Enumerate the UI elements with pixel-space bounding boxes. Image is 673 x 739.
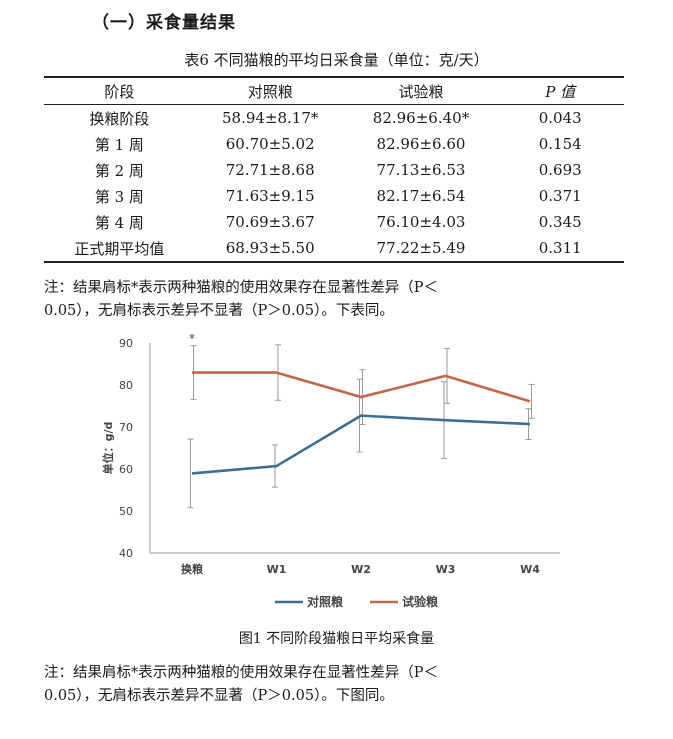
cell-p-value: 0.345 bbox=[538, 213, 582, 231]
y-tick-label: 80 bbox=[119, 379, 133, 392]
significance-marker: * bbox=[189, 332, 195, 346]
x-tick-label: W4 bbox=[520, 563, 540, 576]
cell-p-value: 0.693 bbox=[538, 161, 582, 179]
x-tick-labels: 换粮 W1 W2 W3 W4 bbox=[181, 562, 540, 576]
series-line bbox=[191, 414, 531, 475]
error-bars bbox=[187, 344, 535, 509]
cell-trial: 82.96±6.60 bbox=[376, 135, 466, 153]
figure-note-line-2: 0.05），无肩标表示差异不显著（P＞0.05）。下图同。 bbox=[44, 688, 394, 704]
y-tick-label: 70 bbox=[119, 421, 133, 434]
cell-stage: 正式期平均值 bbox=[44, 235, 195, 263]
y-tick-labels: 40 50 60 70 80 90 bbox=[119, 337, 133, 560]
table-row: 第 4 周 70.69±3.67 76.10±4.03 0.345 bbox=[44, 209, 624, 235]
annotations: * bbox=[189, 332, 195, 346]
cell-stage: 第 2 周 bbox=[94, 161, 144, 180]
table-note-line-1: 注：结果肩标*表示两种猫粮的使用效果存在显著性差异（P＜ bbox=[44, 280, 439, 296]
cell-trial: 77.13±6.53 bbox=[376, 161, 466, 179]
intake-line-chart: 40 50 60 70 80 90 换粮 W1 W2 W3 W4 * 对照粮 试验粮 单位：g/d bbox=[101, 332, 560, 609]
y-tick-label: 40 bbox=[119, 547, 133, 560]
cell-p-value: 0.043 bbox=[538, 109, 582, 127]
cell-stage: 第 3 周 bbox=[94, 187, 144, 206]
table-row: 第 2 周 72.71±8.68 77.13±6.53 0.693 bbox=[44, 157, 624, 183]
cell-trial: 77.22±5.49 bbox=[345, 235, 497, 263]
table-row: 正式期平均值 68.93±5.50 77.22±5.49 0.311 bbox=[44, 235, 624, 263]
chart-axes bbox=[149, 343, 560, 554]
cell-trial: 76.10±4.03 bbox=[376, 213, 466, 231]
cell-control: 72.71±8.68 bbox=[225, 161, 315, 179]
cell-p-value: 0.371 bbox=[538, 187, 582, 205]
table-row: 换粮阶段 58.94±8.17* 82.96±6.40* 0.043 bbox=[44, 105, 624, 132]
x-tick-label: W2 bbox=[351, 563, 371, 576]
legend-label: 试验粮 bbox=[402, 594, 438, 609]
cell-control: 71.63±9.15 bbox=[225, 187, 315, 205]
table-header-row: 阶段 对照粮 试验粮 P 值 bbox=[44, 76, 624, 105]
cell-stage: 换粮阶段 bbox=[89, 109, 150, 128]
header-p-value: P 值 bbox=[496, 76, 624, 105]
y-axis-label: 单位：g/d bbox=[101, 422, 115, 475]
y-tick-label: 60 bbox=[119, 463, 133, 476]
table-caption: 表6 不同猫粮的平均日采食量（单位：克/天） bbox=[184, 51, 489, 69]
x-tick-label: W1 bbox=[267, 563, 287, 576]
cell-control: 58.94±8.17* bbox=[221, 109, 319, 127]
figure-caption: 图1 不同阶段猫粮日平均采食量 bbox=[238, 631, 435, 647]
table-row: 第 3 周 71.63±9.15 82.17±6.54 0.371 bbox=[44, 183, 624, 209]
figure-note: 注：结果肩标*表示两种猫粮的使用效果存在显著性差异（P＜ 0.05），无肩标表示… bbox=[44, 662, 644, 708]
legend-label: 对照粮 bbox=[307, 594, 343, 609]
cell-control: 70.69±3.67 bbox=[225, 213, 315, 231]
cell-stage: 第 1 周 bbox=[94, 135, 144, 154]
header-control: 对照粮 bbox=[194, 76, 346, 105]
cell-trial: 82.17±6.54 bbox=[376, 187, 466, 205]
cell-control: 68.93±5.50 bbox=[194, 235, 346, 263]
header-stage: 阶段 bbox=[44, 76, 195, 105]
cell-stage: 第 4 周 bbox=[94, 213, 144, 232]
figure-note-line-1: 注：结果肩标*表示两种猫粮的使用效果存在显著性差异（P＜ bbox=[44, 665, 439, 681]
x-tick-label: W3 bbox=[436, 563, 456, 576]
cell-trial: 82.96±6.40* bbox=[372, 109, 470, 127]
x-tick-label: 换粮 bbox=[181, 562, 203, 576]
intake-table: 阶段 对照粮 试验粮 P 值 换粮阶段 58.94±8.17* 82.96±6.… bbox=[44, 76, 624, 263]
y-tick-label: 50 bbox=[119, 505, 133, 518]
series-lines bbox=[191, 371, 531, 475]
section-title: （一）采食量结果 bbox=[92, 13, 236, 33]
cell-p-value: 0.154 bbox=[538, 135, 582, 153]
table-note: 注：结果肩标*表示两种猫粮的使用效果存在显著性差异（P＜ 0.05），无肩标表示… bbox=[44, 277, 644, 323]
table-row: 第 1 周 60.70±5.02 82.96±6.60 0.154 bbox=[44, 131, 624, 157]
series-line bbox=[192, 371, 531, 403]
table-note-line-2: 0.05），无肩标表示差异不显著（P＞0.05）。下表同。 bbox=[44, 303, 394, 319]
legend: 对照粮 试验粮 bbox=[275, 594, 438, 609]
cell-p-value: 0.311 bbox=[496, 235, 624, 263]
cell-control: 60.70±5.02 bbox=[225, 135, 315, 153]
y-tick-label: 90 bbox=[119, 337, 133, 350]
header-trial: 试验粮 bbox=[345, 76, 497, 105]
